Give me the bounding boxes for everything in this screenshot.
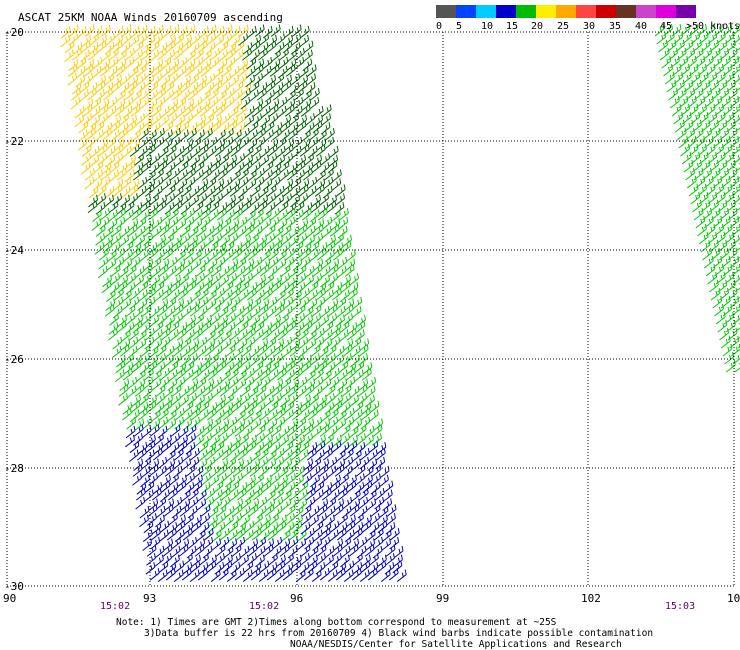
lat-label: -30 bbox=[4, 580, 24, 593]
lat-label: -26 bbox=[4, 353, 24, 366]
colorbar-label: 15 bbox=[506, 21, 518, 32]
colorbar-label: 30 bbox=[583, 21, 595, 32]
map-grid bbox=[6, 31, 735, 587]
colorbar-swatch bbox=[596, 5, 616, 18]
colorbar-swatch bbox=[556, 5, 576, 18]
barb-group bbox=[91, 23, 740, 542]
lon-label: 105 bbox=[727, 592, 740, 605]
lat-label: -22 bbox=[4, 135, 24, 148]
colorbar-swatch bbox=[516, 5, 536, 18]
colorbar-label: 25 bbox=[557, 21, 569, 32]
lon-label: 90 bbox=[3, 592, 16, 605]
note-line-2: 3)Data buffer is 22 hrs from 20160709 4)… bbox=[144, 628, 654, 639]
colorbar-swatch bbox=[436, 5, 456, 18]
colorbar-units-label: >50 knots bbox=[686, 21, 740, 32]
colorbar-swatch bbox=[676, 5, 696, 18]
colorbar-label: 10 bbox=[481, 21, 493, 32]
barb-group bbox=[87, 24, 346, 215]
colorbar-swatch bbox=[536, 5, 556, 18]
time-label: 15:02 bbox=[100, 601, 130, 612]
colorbar-label: 20 bbox=[531, 21, 543, 32]
lon-label: 102 bbox=[581, 592, 601, 605]
colorbar-swatch bbox=[656, 5, 676, 18]
wind-barbs bbox=[60, 23, 740, 582]
note-line-1: Note: 1) Times are GMT 2)Times along bot… bbox=[116, 617, 557, 628]
lat-label: -20 bbox=[4, 26, 24, 39]
colorbar-label: 40 bbox=[635, 21, 647, 32]
colorbar-swatch bbox=[496, 5, 516, 18]
colorbar-label: 45 bbox=[660, 21, 672, 32]
time-label: 15:02 bbox=[249, 601, 279, 612]
lon-label: 93 bbox=[143, 592, 156, 605]
colorbar-label: 0 bbox=[436, 21, 442, 32]
map-title: ASCAT 25KM NOAA Winds 20160709 ascending bbox=[18, 11, 283, 24]
lon-label: 96 bbox=[290, 592, 303, 605]
credit-line: NOAA/NESDIS/Center for Satellite Applica… bbox=[290, 639, 622, 650]
lat-label: -24 bbox=[4, 244, 24, 257]
colorbar-swatch bbox=[636, 5, 656, 18]
speed-colorbar: 0 5 10 15 20 25 30 35 40 45 >50 knots bbox=[436, 5, 740, 32]
colorbar-swatch bbox=[476, 5, 496, 18]
colorbar-swatch bbox=[456, 5, 476, 18]
time-label: 15:03 bbox=[665, 601, 695, 612]
colorbar-swatch bbox=[616, 5, 636, 18]
barb-group bbox=[60, 24, 252, 199]
colorbar-label: 35 bbox=[609, 21, 621, 32]
colorbar-swatch bbox=[576, 5, 596, 18]
lon-label: 99 bbox=[436, 592, 449, 605]
colorbar-label: 5 bbox=[456, 21, 462, 32]
lat-label: -28 bbox=[4, 462, 24, 475]
